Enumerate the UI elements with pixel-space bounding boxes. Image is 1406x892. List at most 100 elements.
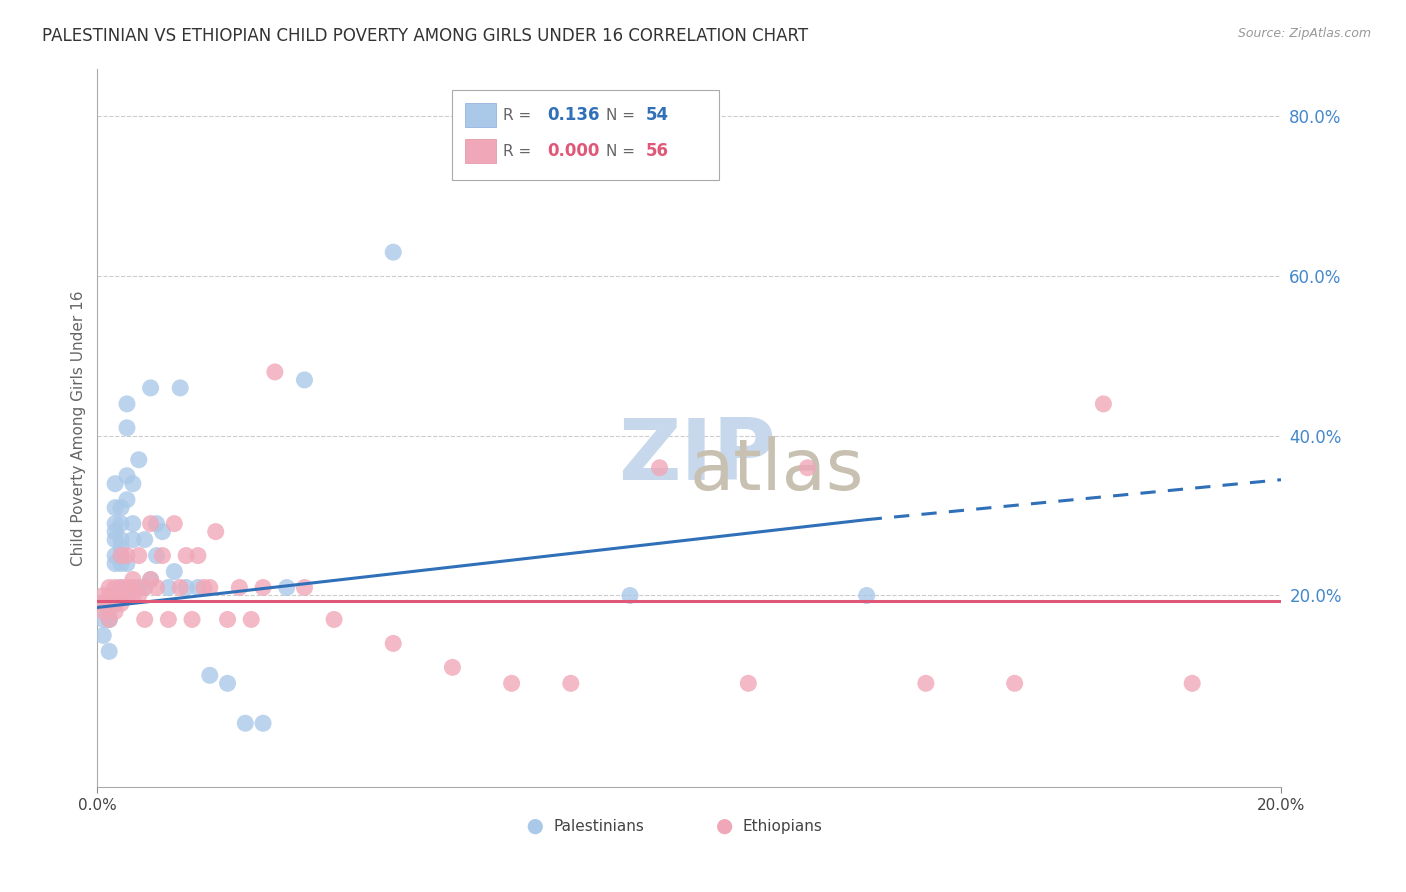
Point [110,516,132,531]
Point [98,597,121,611]
Point [121,581,143,595]
Text: 0.000: 0.000 [547,142,599,161]
Point [796,460,818,475]
Point [145,549,167,563]
Point [110,597,132,611]
Text: 0.136: 0.136 [547,106,599,124]
Point [110,589,132,603]
Point [169,581,191,595]
Point [104,589,127,603]
Point [233,716,256,731]
Text: atlas: atlas [689,436,863,506]
Point [104,581,127,595]
FancyBboxPatch shape [453,90,718,180]
Point [560,676,582,690]
Point [110,533,132,547]
Y-axis label: Child Poverty Among Girls Under 16: Child Poverty Among Girls Under 16 [72,290,86,566]
Point [128,452,150,467]
Point [104,533,127,547]
Point [115,589,138,603]
Text: 56: 56 [645,142,668,161]
Point [104,500,127,515]
Point [98,589,121,603]
Point [104,476,127,491]
Point [115,581,138,595]
FancyBboxPatch shape [465,139,496,163]
Point [134,612,156,626]
Point [134,581,156,595]
Point [91,597,114,611]
Text: 54: 54 [645,106,668,124]
Text: Palestinians: Palestinians [553,819,644,834]
Text: N =: N = [606,144,640,159]
Point [128,549,150,563]
Point [98,612,121,626]
Point [104,549,127,563]
Point [115,557,138,571]
Point [115,397,138,411]
Point [1092,397,1115,411]
Point [98,597,121,611]
Point [110,549,132,563]
Point [276,581,298,595]
Point [98,581,121,595]
Point [110,549,132,563]
Point [187,581,209,595]
Text: R =: R = [503,144,537,159]
Point [104,557,127,571]
Point [217,676,239,690]
Point [104,604,127,618]
Point [115,468,138,483]
Point [648,460,671,475]
Point [98,612,121,626]
Point [121,476,143,491]
Point [737,676,759,690]
Point [169,381,191,395]
Point [110,557,132,571]
Point [252,581,274,595]
Point [174,581,197,595]
Point [110,541,132,555]
Point [104,524,127,539]
Point [294,581,316,595]
Text: N =: N = [606,108,640,123]
Point [139,573,162,587]
Point [145,516,167,531]
Point [110,500,132,515]
Point [382,636,405,650]
Point [121,589,143,603]
Point [115,492,138,507]
Point [228,581,250,595]
Point [855,589,877,603]
Point [163,565,186,579]
Point [217,612,239,626]
Point [1181,676,1204,690]
Point [915,676,938,690]
Point [619,589,641,603]
Point [323,612,346,626]
Point [264,365,287,379]
Text: Source: ZipAtlas.com: Source: ZipAtlas.com [1237,27,1371,40]
Point [382,245,405,260]
Point [110,581,132,595]
Point [163,516,186,531]
Point [1004,676,1026,690]
Point [198,581,221,595]
Point [139,516,162,531]
Point [187,549,209,563]
Point [115,549,138,563]
Point [139,381,162,395]
Point [104,597,127,611]
Point [134,581,156,595]
Point [128,589,150,603]
Point [121,581,143,595]
Point [198,668,221,682]
Point [91,628,114,642]
Text: R =: R = [503,108,537,123]
Point [98,612,121,626]
Point [157,581,180,595]
Point [121,573,143,587]
Point [110,581,132,595]
Point [204,524,226,539]
Point [121,516,143,531]
